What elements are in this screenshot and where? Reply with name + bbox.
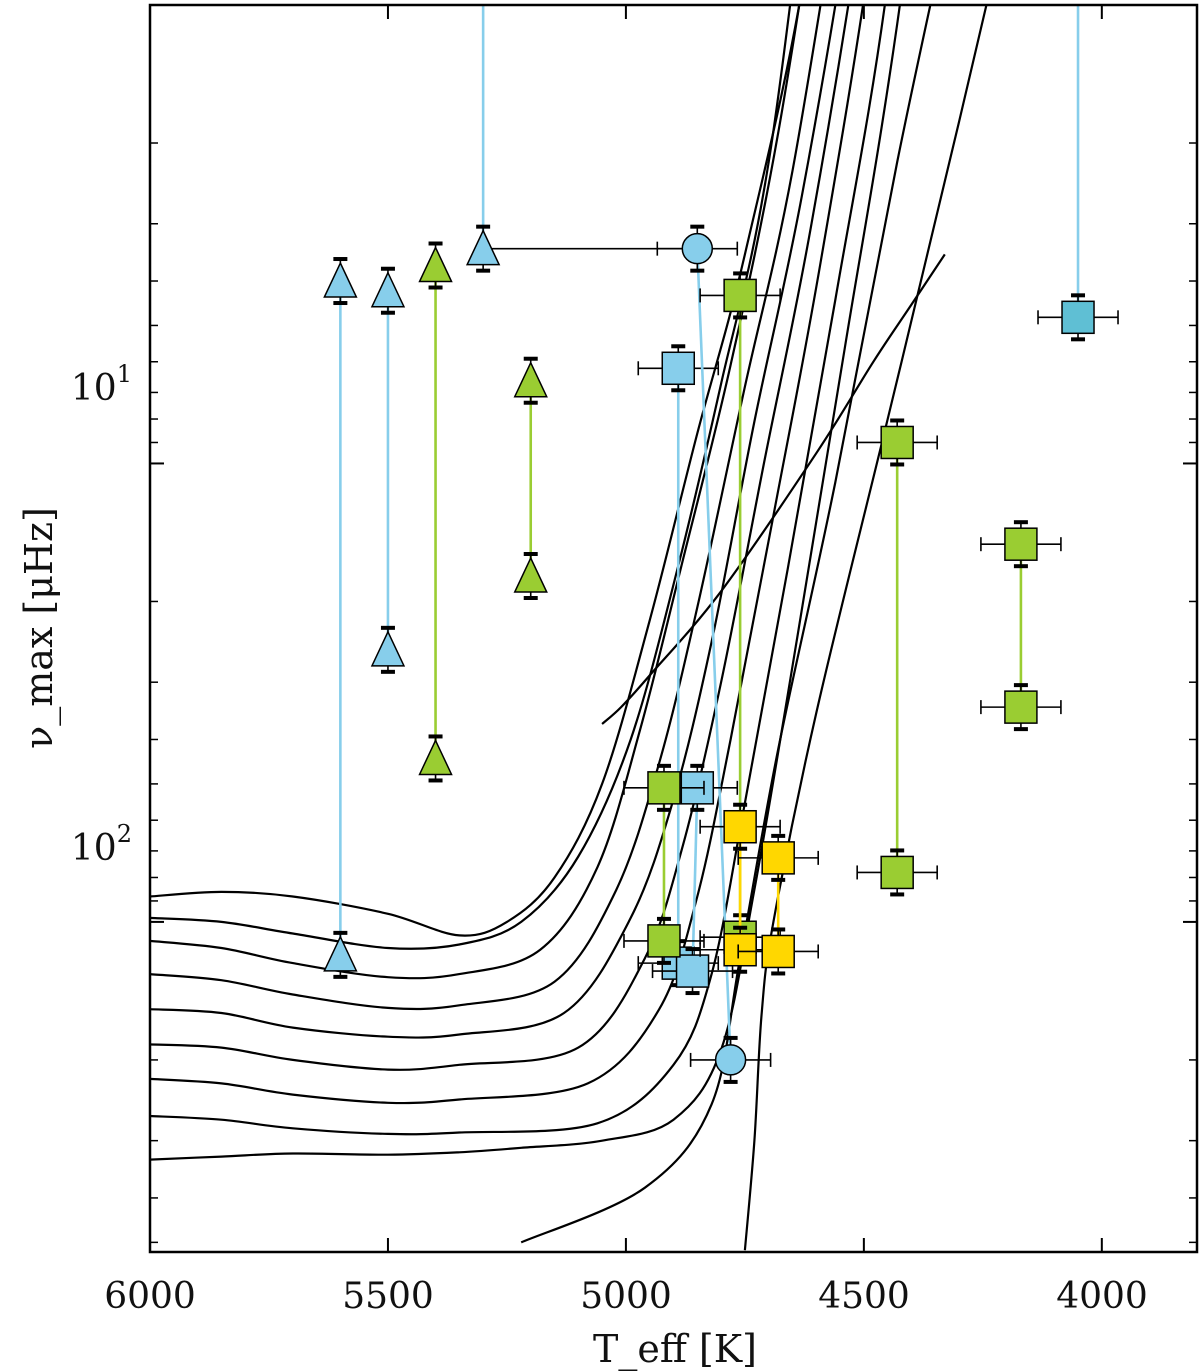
triangle-marker <box>418 738 453 776</box>
track-7 <box>150 5 865 1105</box>
x-tick-label-6000: 6000 <box>104 1276 196 1317</box>
x-tick-label-5500: 5500 <box>342 1276 434 1317</box>
y-axis-label: ν_max [μHz] <box>17 507 62 749</box>
track-4 <box>150 5 822 1011</box>
circle-marker <box>714 1044 747 1076</box>
square-marker <box>761 934 795 969</box>
blue-square-pair-4890 <box>637 344 720 988</box>
evolutionary-tracks <box>150 5 988 1251</box>
track-6 <box>150 5 850 1071</box>
pair-connector <box>691 787 699 972</box>
triangle-marker <box>370 270 406 308</box>
triangle-marker <box>370 630 406 667</box>
triangle-marker <box>323 935 358 972</box>
teal-square-pair-4050 <box>1037 5 1119 342</box>
y-tick-label-10-2: 102 <box>71 820 132 869</box>
square-marker <box>661 351 696 386</box>
square-marker <box>723 809 757 844</box>
track-3 <box>150 5 801 980</box>
square-marker <box>723 932 757 967</box>
yellow-square-pair-4760 <box>699 802 781 974</box>
blue-triangle-pair-5500 <box>370 266 406 674</box>
triangle-marker <box>323 261 358 298</box>
square-marker <box>880 425 914 460</box>
triangle-marker <box>465 228 501 266</box>
square-marker <box>761 841 795 875</box>
circle-marker <box>681 232 714 265</box>
green-triangle-pair-5200 <box>513 356 548 601</box>
square-marker <box>723 278 757 313</box>
green-square-pair-4920 <box>623 763 705 965</box>
track-9 <box>150 5 901 1161</box>
green-square-pair-4430 <box>856 418 938 897</box>
blue-triangle-pair-5300 <box>465 5 501 273</box>
y-tick-label-10-1: 101 <box>71 360 132 409</box>
square-marker <box>647 771 681 805</box>
data-series <box>323 5 1119 1084</box>
x-tick-label-4000: 4000 <box>1056 1276 1148 1317</box>
green-triangle-pair-5400 <box>418 241 453 783</box>
track-loop <box>601 253 946 725</box>
track-2 <box>150 5 792 950</box>
square-marker <box>675 954 710 988</box>
x-axis-label: T_eff [K] <box>593 1327 757 1372</box>
triangle-marker <box>513 556 548 593</box>
x-tick-label-4500: 4500 <box>818 1276 910 1317</box>
square-marker <box>1004 690 1038 724</box>
axis-ticks <box>149 4 1197 1252</box>
track-1 <box>150 5 801 937</box>
green-square-pair-4170 <box>980 520 1062 732</box>
triangle-marker <box>418 245 453 283</box>
track-10 <box>520 5 932 1244</box>
x-tick-label-5000: 5000 <box>580 1276 672 1317</box>
blue-triangle-pair-5600 <box>323 257 358 979</box>
yellow-square-pair-4680 <box>737 833 820 976</box>
square-marker <box>647 924 681 958</box>
triangle-marker <box>513 360 548 398</box>
square-marker <box>880 855 914 890</box>
square-marker <box>1004 527 1038 561</box>
track-5 <box>150 5 837 1039</box>
square-marker <box>1061 300 1095 335</box>
plot-frame <box>148 3 1199 1254</box>
